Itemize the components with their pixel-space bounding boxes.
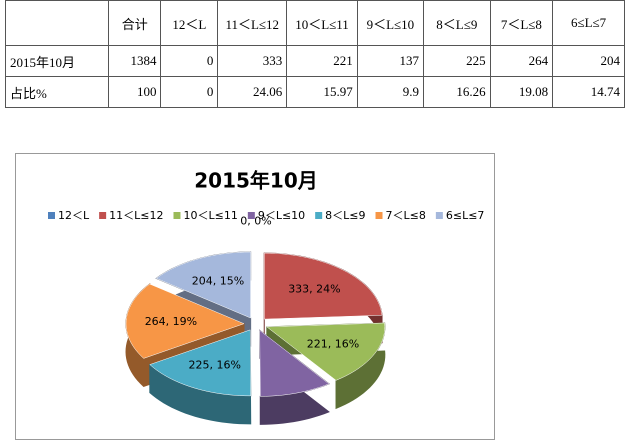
number-cell: 9.9 [356, 76, 425, 108]
pie-slice [266, 322, 386, 381]
legend-label: 6≤L≤7 [446, 209, 485, 222]
number-cell: 19.08 [489, 76, 554, 108]
number-cell: 204 [552, 45, 625, 77]
chart-title: 2015年10月 [194, 169, 318, 193]
header-cell: 8＜L≤9 [423, 0, 491, 46]
data-label: 264, 19% [145, 315, 197, 328]
pie-slice [263, 252, 383, 320]
legend-label: 9＜L≤10 [258, 209, 305, 222]
legend-label: 7＜L≤8 [386, 209, 426, 222]
chart: 2015年10月 12＜L 11＜L≤12 10＜L≤11 9＜L≤10 8＜L≤9 7＜… [48, 169, 485, 447]
legend-label: 8＜L≤9 [325, 209, 365, 222]
data-label: 225, 16% [188, 359, 240, 372]
pie-slice [155, 251, 251, 319]
data-label: 0, 0% [240, 214, 271, 227]
legend-label: 12＜L [58, 209, 90, 222]
number-cell: 333 [217, 45, 288, 77]
number-cell: 264 [489, 45, 554, 77]
number-cell: 225 [423, 45, 491, 77]
number-cell: 137 [356, 45, 425, 77]
legend-swatch [375, 212, 383, 219]
legend-swatch [48, 212, 55, 219]
number-cell: 16.26 [423, 76, 491, 108]
data-label: 204, 15% [192, 274, 244, 287]
data-label: 333, 24% [288, 282, 340, 295]
header-cell: 7＜L≤8 [489, 0, 554, 46]
number-cell: 0 [160, 45, 219, 77]
legend-swatch [435, 212, 443, 219]
header-cell: 合计 [108, 0, 162, 46]
row-label: 2015年10月 [4, 45, 110, 77]
number-cell: 1384 [108, 45, 162, 77]
legend-swatch [247, 212, 255, 219]
number-cell: 0 [160, 76, 219, 108]
legend-swatch [315, 212, 323, 219]
number-cell: 100 [108, 76, 162, 108]
legend-label: 11＜L≤12 [109, 209, 163, 222]
pie-slice [259, 329, 330, 397]
number-cell: 24.06 [217, 76, 288, 108]
legend-label: 10＜L≤11 [183, 209, 237, 222]
data-label: 221, 16% [307, 337, 359, 350]
header-cell: 10＜L≤11 [286, 0, 358, 46]
chart-frame: 2015年10月 12＜L 11＜L≤12 10＜L≤11 9＜L≤10 8＜L≤9 7＜… [15, 153, 495, 447]
number-cell: 15.97 [286, 76, 358, 108]
header-row: 合计 12＜L 11＜L≤12 10＜L≤11 9＜L≤10 8＜L≤9 7＜L≤8 6≤L≤… [4, 0, 625, 46]
legend-swatch [99, 212, 107, 219]
header-cell: 9＜L≤10 [356, 0, 425, 46]
header-cell: 12＜L [160, 0, 219, 46]
number-cell: 221 [286, 45, 358, 77]
pie-slice [149, 329, 251, 397]
legend-swatch [173, 212, 181, 219]
table-row: 2015年10月 1384 0 333 221 137 225 264 204 [4, 45, 625, 77]
header-cell [4, 0, 110, 46]
data-table: 合计 12＜L 11＜L≤12 10＜L≤11 9＜L≤10 8＜L≤9 7＜L≤8 6≤L≤… [4, 0, 625, 108]
header-cell: 11＜L≤12 [217, 0, 288, 46]
header-cell: 6≤L≤7 [552, 0, 625, 46]
row-label: 占比% [4, 76, 110, 108]
pie-slice [125, 283, 245, 359]
table-row: 占比% 100 0 24.06 15.97 9.9 16.26 19.08 14.74 [4, 76, 625, 108]
number-cell: 14.74 [552, 76, 625, 108]
